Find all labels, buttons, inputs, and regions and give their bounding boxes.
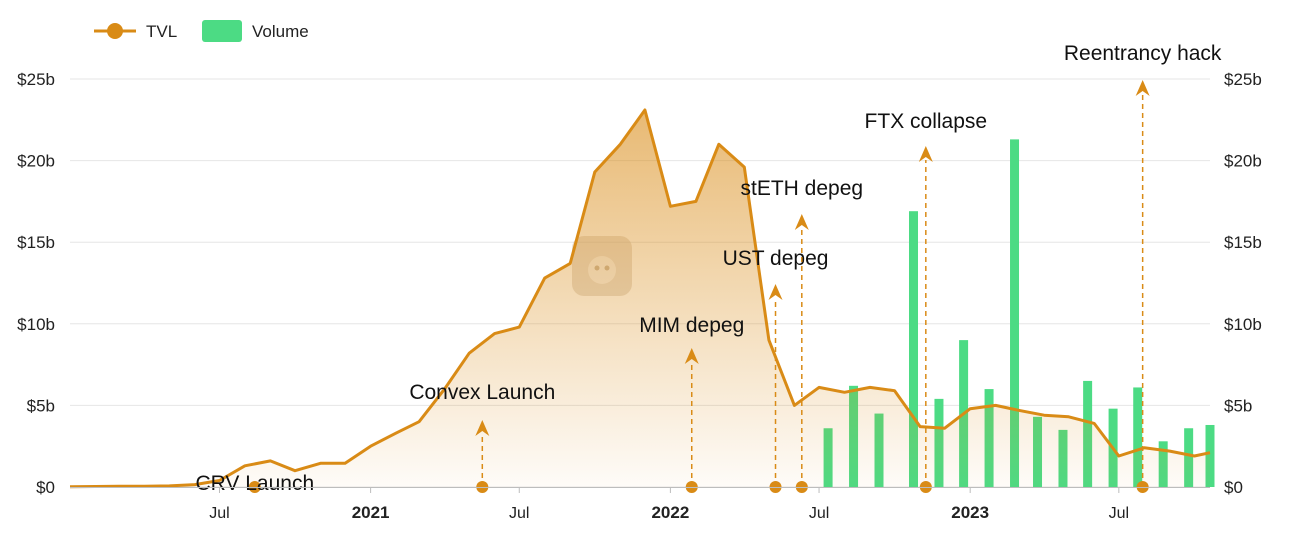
annotation-crv-launch[interactable]: CRV Launch	[195, 472, 314, 495]
tvl-line[interactable]	[69, 108, 1211, 489]
x-tick-label: 2022	[651, 503, 689, 522]
legend-volume-swatch-icon	[202, 20, 242, 42]
annotation-label: Convex Launch	[409, 381, 555, 404]
x-tick-label: Jul	[509, 505, 529, 522]
legend-item-tvl[interactable]: TVL	[94, 22, 177, 41]
annotation-arrow-icon	[684, 348, 699, 364]
volume-bar[interactable]	[909, 211, 919, 487]
annotation-arrow-icon	[475, 420, 490, 436]
annotation-label: stETH depeg	[741, 177, 864, 200]
y-tick-label-left: $15b	[17, 233, 55, 252]
y-tick-label-left: $20b	[17, 152, 55, 171]
legend-label-tvl: TVL	[146, 22, 177, 41]
annotation-ftx-collapse[interactable]: FTX collapse	[865, 110, 988, 493]
annotation-arrow-icon	[918, 146, 933, 162]
annotation-mim-depeg[interactable]: MIM depeg	[639, 314, 744, 493]
tvl-area	[70, 110, 1210, 487]
y-tick-label-left: $0	[36, 478, 55, 497]
annotation-label: FTX collapse	[865, 110, 988, 133]
annotation-reentrancy-hack[interactable]: Reentrancy hack	[1064, 42, 1222, 493]
annotation-label: UST depeg	[723, 247, 829, 270]
annotation-steth-depeg[interactable]: stETH depeg	[741, 177, 864, 493]
x-tick-label: 2023	[951, 503, 989, 522]
legend-label-volume: Volume	[252, 22, 309, 41]
y-tick-label-right: $20b	[1224, 152, 1262, 171]
annotation-convex-launch[interactable]: Convex Launch	[409, 381, 555, 493]
y-tick-label-right: $15b	[1224, 233, 1262, 252]
y-tick-label-right: $5b	[1224, 396, 1252, 415]
y-tick-label-right: $10b	[1224, 315, 1262, 334]
annotation-arrow-icon	[1135, 80, 1150, 96]
tvl-series	[69, 108, 1211, 489]
annotations: CRV Launch Convex Launch MIM depeg UST depe…	[195, 42, 1221, 495]
legend: TVL Volume	[94, 20, 309, 42]
y-tick-label-left: $25b	[17, 70, 55, 89]
y-tick-label-left: $10b	[17, 315, 55, 334]
volume-bar[interactable]	[1133, 387, 1143, 487]
legend-tvl-dot-icon	[107, 23, 123, 39]
y-tick-label-left: $5b	[27, 396, 55, 415]
annotation-arrow-icon	[794, 214, 809, 230]
y-axis-left: $0 $5b $10b $15b $20b $25b	[17, 70, 55, 497]
y-tick-label-right: $25b	[1224, 70, 1262, 89]
x-tick-label: Jul	[209, 505, 229, 522]
x-tick-label: Jul	[809, 505, 829, 522]
annotation-arrow-icon	[768, 284, 783, 300]
annotation-label: CRV Launch	[195, 472, 314, 495]
volume-bar[interactable]	[1010, 139, 1020, 487]
legend-item-volume[interactable]: Volume	[202, 20, 309, 42]
y-axis-right: $0 $5b $10b $15b $20b $25b	[1224, 70, 1262, 497]
x-tick-label: 2021	[352, 503, 390, 522]
x-tick-label: Jul	[1109, 505, 1129, 522]
y-tick-label-right: $0	[1224, 478, 1243, 497]
x-axis: Jul 2021 Jul 2022 Jul 2023 Jul	[70, 487, 1210, 522]
annotation-label: Reentrancy hack	[1064, 42, 1222, 65]
annotation-label: MIM depeg	[639, 314, 744, 337]
